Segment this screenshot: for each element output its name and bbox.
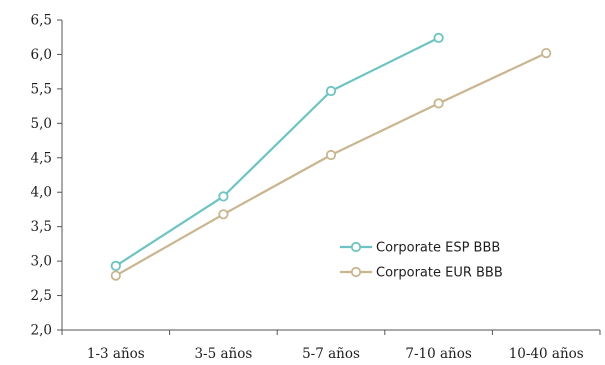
y-axis: 2,0 2,5 3,0 3,5 4,0 4,5 5,0 5,5 6,0 6,5 [31, 13, 63, 339]
legend-swatch-marker [350, 241, 362, 253]
data-point [433, 32, 444, 44]
data-point [218, 209, 229, 220]
x-tick-label: 5-7 años [302, 346, 360, 362]
data-point [325, 149, 337, 161]
data-point [433, 98, 444, 109]
y-tick-label: 4,0 [31, 185, 52, 201]
y-tick-label: 3,0 [31, 254, 52, 270]
y-tick-label: 5,5 [31, 81, 52, 97]
y-tick-label: 2,5 [31, 288, 52, 304]
legend: Corporate ESP BBB Corporate EUR BBB [340, 241, 503, 281]
legend-item: Corporate ESP BBB [340, 241, 500, 256]
data-point [110, 270, 121, 281]
x-tick-label: 3-5 años [194, 346, 252, 362]
series-1 [110, 32, 444, 271]
y-tick-label: 3,5 [31, 219, 52, 235]
x-tick-label: 10-40 años [509, 346, 584, 362]
y-tick-label: 2,0 [31, 323, 52, 339]
series-line [115, 36, 440, 267]
x-tick-label: 7-10 años [405, 346, 471, 362]
legend-label: Corporate ESP BBB [376, 241, 500, 256]
data-point [218, 191, 229, 202]
series-layer [110, 32, 552, 281]
legend-swatch-marker [350, 266, 362, 278]
x-tick-label: 1-3 años [87, 346, 145, 362]
y-tick-label: 6,0 [31, 47, 52, 63]
series-2 [110, 47, 552, 281]
data-point [325, 85, 337, 97]
legend-label: Corporate EUR BBB [376, 266, 503, 281]
data-point [541, 47, 552, 59]
y-tick-label: 4,5 [31, 150, 52, 166]
legend-item: Corporate EUR BBB [340, 266, 503, 281]
x-axis: 1-3 años 3-5 años 5-7 años 7-10 años 10-40 a… [61, 329, 601, 362]
y-tick-label: 6,5 [31, 13, 52, 29]
y-tick-label: 5,0 [31, 116, 52, 132]
data-point [110, 260, 121, 271]
